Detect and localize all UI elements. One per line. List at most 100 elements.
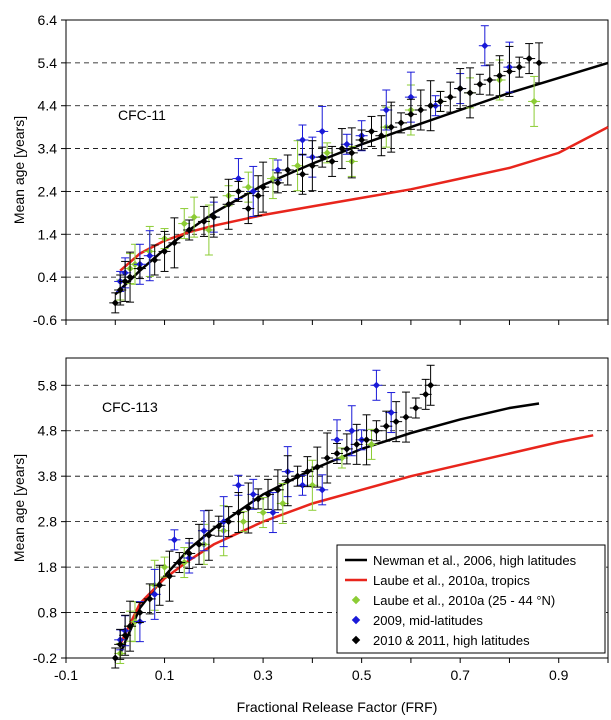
svg-text:Laube et al., 2010a, tropics: Laube et al., 2010a, tropics [373,573,530,588]
data-point-2010-2011-high-latitudes [222,506,235,538]
data-point-2009-mid-latitudes [266,492,279,534]
y-tick-label-cfc-11: 0.4 [38,269,58,285]
data-point-2010-2011-high-latitudes [483,64,496,96]
data-point-2010-2011-high-latitudes [331,442,343,464]
data-point-2010-2011-high-latitudes [345,127,358,179]
y-tick-label-cfc-11: 2.4 [38,183,58,199]
data-point-2010-2011-high-latitudes [370,420,383,442]
data-point-2010-2011-high-latitudes [523,43,536,75]
y-tick-label-cfc-113: -0.2 [33,650,57,666]
svg-text:Newman et al., 2006, high lati: Newman et al., 2006, high latitudes [373,553,577,568]
y-tick-label-cfc-113: 3.8 [38,468,58,484]
data-point-2010-2011-high-latitudes [419,378,432,410]
data-point-2010-2011-high-latitudes [124,600,137,652]
data-point-2010-2011-high-latitudes [360,414,373,466]
grid-cfc-11 [66,62,608,278]
svg-text:2009, mid-latitudes: 2009, mid-latitudes [373,613,483,628]
data-point-2010-2011-high-latitudes [207,196,220,238]
data-point-2010-2011-high-latitudes [444,81,457,113]
data-point-2010-2011-high-latitudes [114,628,127,660]
y-tick-label-cfc-11: -0.6 [33,312,57,328]
legend-item-laube-et-al-2010a-tropics: Laube et al., 2010a, tropics [345,573,530,588]
panel-label-cfc-113: CFC-113 [102,399,158,415]
panel-label-cfc-11: CFC-11 [118,107,166,123]
ticks-cfc-113: -0.2 0.8 1.8 2.8 3.8 4.8 5.8 -0.1 0.1 0.3 0.5 0.7 0.… [33,377,609,683]
data-point-2010-2011-high-latitudes [311,446,324,488]
data-point-2010-2011-high-latitudes [212,515,225,537]
data-point-2010-2011-high-latitudes [242,482,255,534]
marks-cfc-11 [109,25,609,314]
data-point-2010-2011-high-latitudes [291,465,304,487]
x-tick-label-cfc-113: -0.1 [54,667,78,683]
data-point-2010-2011-high-latitudes [257,161,270,213]
data-point-2010-2011-high-latitudes [321,432,334,484]
data-point-2010-2011-high-latitudes [242,193,255,225]
data-point-2009-mid-latitudes [316,474,329,506]
data-point-2010-2011-high-latitudes [513,56,526,78]
data-point-2010-2011-high-latitudes [503,45,516,97]
data-point-laube-et-al-2010a-25-44-n [178,208,191,240]
data-point-2010-2011-high-latitudes [252,488,265,510]
data-point-2010-2011-high-latitudes [197,205,210,237]
data-point-2010-2011-high-latitudes [271,172,284,194]
data-point-2009-mid-latitudes [345,405,358,457]
data-point-2010-2011-high-latitudes [281,154,294,186]
data-point-2010-2011-high-latitudes [533,42,546,84]
data-point-2010-2011-high-latitudes [252,175,265,217]
y-tick-label-cfc-11: 5.4 [38,55,58,71]
data-point-2009-mid-latitudes [370,369,383,401]
data-point-2010-2011-high-latitudes [340,433,353,465]
data-point-2010-2011-high-latitudes [385,101,398,153]
panel-cfc-113: -0.2 0.8 1.8 2.8 3.8 4.8 5.8 -0.1 0.1 0.3 0.5 0.7 0.… [11,357,609,683]
data-point-laube-et-al-2010a-25-44-n [528,75,541,127]
legend-box [336,544,606,654]
svg-text:Laube et al., 2010a (25 - 44 °: Laube et al., 2010a (25 - 44 °N) [373,593,555,608]
data-point-2010-2011-high-latitudes [493,55,506,97]
data-point-2010-2011-high-latitudes [316,146,329,168]
y-tick-label-cfc-113: 0.8 [38,605,58,621]
x-tick-label-cfc-113: 0.3 [253,667,273,683]
panel-cfc-11: -0.6 0.4 1.4 2.4 3.4 4.4 5.4 6.4 CFC-11 Mean ag… [11,12,609,328]
data-point-2009-mid-latitudes [168,529,181,551]
data-point-2010-2011-high-latitudes [133,602,146,624]
data-point-2009-mid-latitudes [478,25,491,67]
data-point-2010-2011-high-latitudes [365,115,378,147]
data-point-2010-2011-high-latitudes [464,67,477,119]
y-axis-label-cfc-11: Mean age [years] [11,116,27,224]
legend-item-newman-et-al-2006-high-latitudes: Newman et al., 2006, high latitudes [345,553,577,568]
data-point-2009-mid-latitudes [296,124,309,156]
data-point-2010-2011-high-latitudes [148,244,161,276]
data-point-2009-mid-latitudes [148,568,161,620]
data-point-2010-2011-high-latitudes [271,469,284,511]
data-point-2010-2011-high-latitudes [390,401,403,443]
data-point-2010-2011-high-latitudes [306,140,319,192]
data-point-2010-2011-high-latitudes [404,98,417,130]
data-point-2010-2011-high-latitudes [153,564,166,606]
data-point-2010-2011-high-latitudes [133,258,146,280]
data-point-2010-2011-high-latitudes [193,523,206,565]
marks-cfc-113 [109,364,594,669]
y-tick-label-cfc-11: 4.4 [38,98,58,114]
data-point-2010-2011-high-latitudes [414,89,427,131]
data-point-2010-2011-high-latitudes [395,112,408,134]
data-point-2010-2011-high-latitudes [409,397,422,419]
data-point-laube-et-al-2010a-25-44-n [321,142,334,164]
data-point-2010-2011-high-latitudes [232,180,245,202]
data-point-laube-et-al-2010a-25-44-n [365,428,378,460]
data-point-2009-mid-latitudes [247,478,260,510]
y-tick-label-cfc-113: 1.8 [38,559,58,575]
y-tick-label-cfc-11: 3.4 [38,141,58,157]
y-tick-label-cfc-11: 1.4 [38,226,58,242]
data-point-2009-mid-latitudes [340,133,353,155]
x-axis-label: Fractional Release Factor (FRF) [237,699,438,715]
data-point-2010-2011-high-latitudes [335,128,348,170]
data-point-2010-2011-high-latitudes [399,391,412,443]
x-tick-label-cfc-113: 0.9 [549,667,569,683]
ticks-cfc-11: -0.6 0.4 1.4 2.4 3.4 4.4 5.4 6.4 [33,12,609,328]
y-tick-label-cfc-11: 6.4 [38,12,58,28]
data-point-2010-2011-high-latitudes [424,80,437,132]
data-point-2009-mid-latitudes [296,474,309,496]
data-point-2010-2011-high-latitudes [143,583,156,615]
data-point-2010-2011-high-latitudes [301,456,314,488]
